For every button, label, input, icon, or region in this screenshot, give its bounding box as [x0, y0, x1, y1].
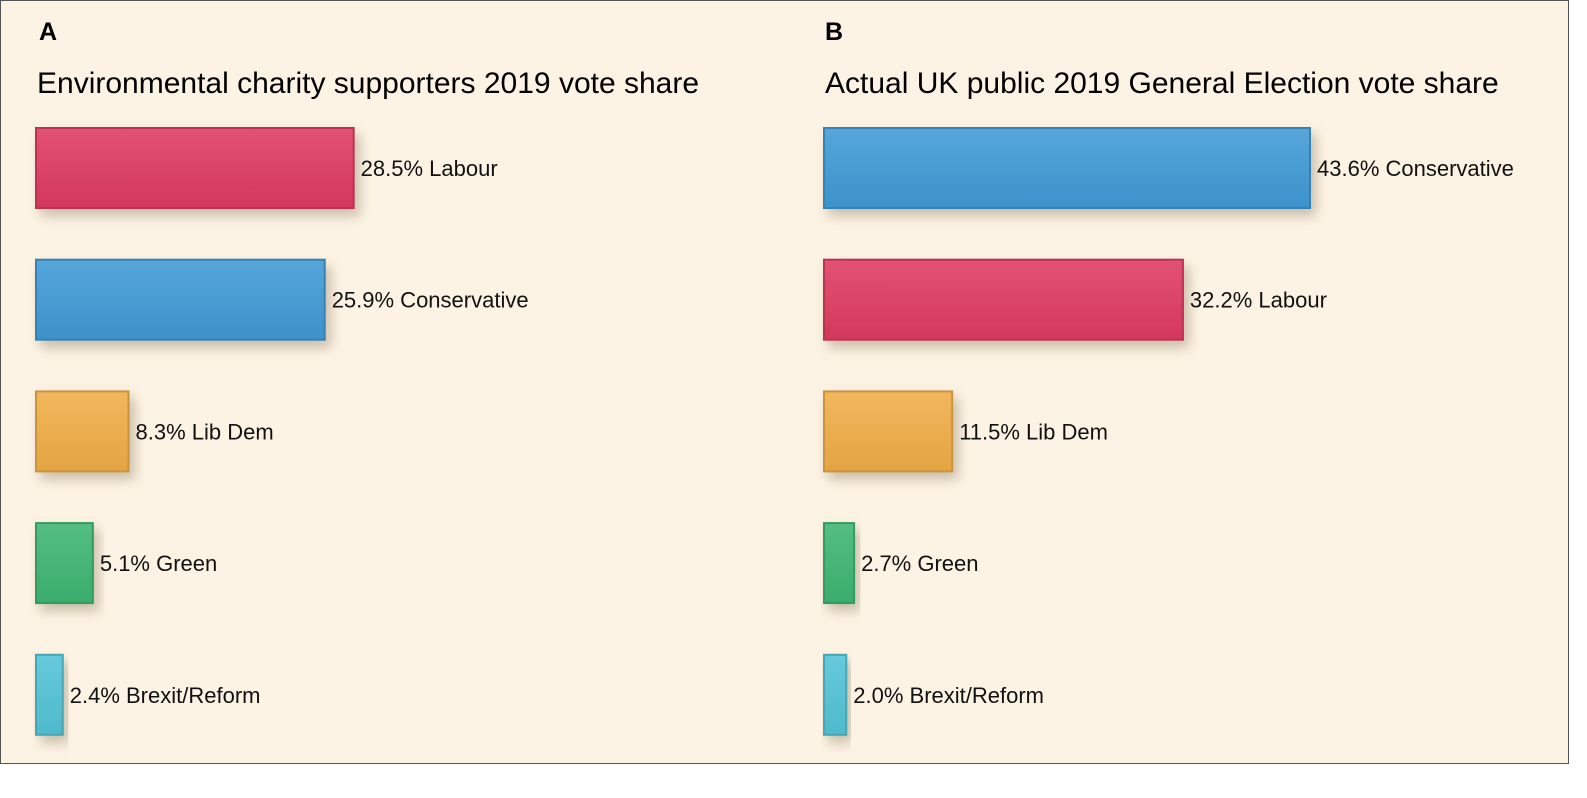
panel-a-title: Environmental charity supporters 2019 vo… — [37, 67, 700, 100]
panel-b-title: Actual UK public 2019 General Election v… — [825, 67, 1499, 100]
panel-b-label-conservative: 43.6% Conservative — [1317, 156, 1514, 181]
panel-b-bar-conservative — [823, 127, 1311, 209]
panel-a-letter: A — [39, 18, 58, 46]
panel-a-label-lib-dem: 8.3% Lib Dem — [136, 419, 274, 444]
panel-a-bars: 28.5% Labour 25.9% Conservative 8.3% Lib D… — [35, 127, 529, 736]
panel-b-bar-green — [823, 522, 856, 605]
panel-a-bar-green — [35, 522, 94, 605]
panel-b-bar-lib-dem — [823, 390, 954, 473]
panel-a-label-green: 5.1% Green — [100, 551, 217, 576]
panel-a-bar-conservative — [35, 258, 326, 341]
panel-b-letter: B — [825, 18, 844, 46]
panel-a-label-brexit-reform: 2.4% Brexit/Reform — [70, 683, 261, 708]
panel-b-bars: 43.6% Conservative 32.2% Labour 11.5% Lib … — [823, 127, 1514, 736]
panel-b-label-brexit-reform: 2.0% Brexit/Reform — [853, 683, 1044, 708]
panel-a-label-labour: 28.5% Labour — [361, 156, 498, 181]
panel-a-label-conservative: 25.9% Conservative — [332, 288, 529, 313]
panel-b-label-labour: 32.2% Labour — [1190, 288, 1327, 313]
panel-b-bar-labour — [823, 258, 1184, 341]
panel-a-bar-labour — [35, 127, 355, 209]
panel-a-bar-brexit-reform — [35, 653, 64, 736]
panel-b-label-lib-dem: 11.5% Lib Dem — [959, 419, 1108, 444]
panel-b-label-green: 2.7% Green — [861, 551, 978, 576]
panel-b-bar-brexit-reform — [823, 653, 848, 736]
panel-a-bar-lib-dem — [35, 390, 130, 473]
